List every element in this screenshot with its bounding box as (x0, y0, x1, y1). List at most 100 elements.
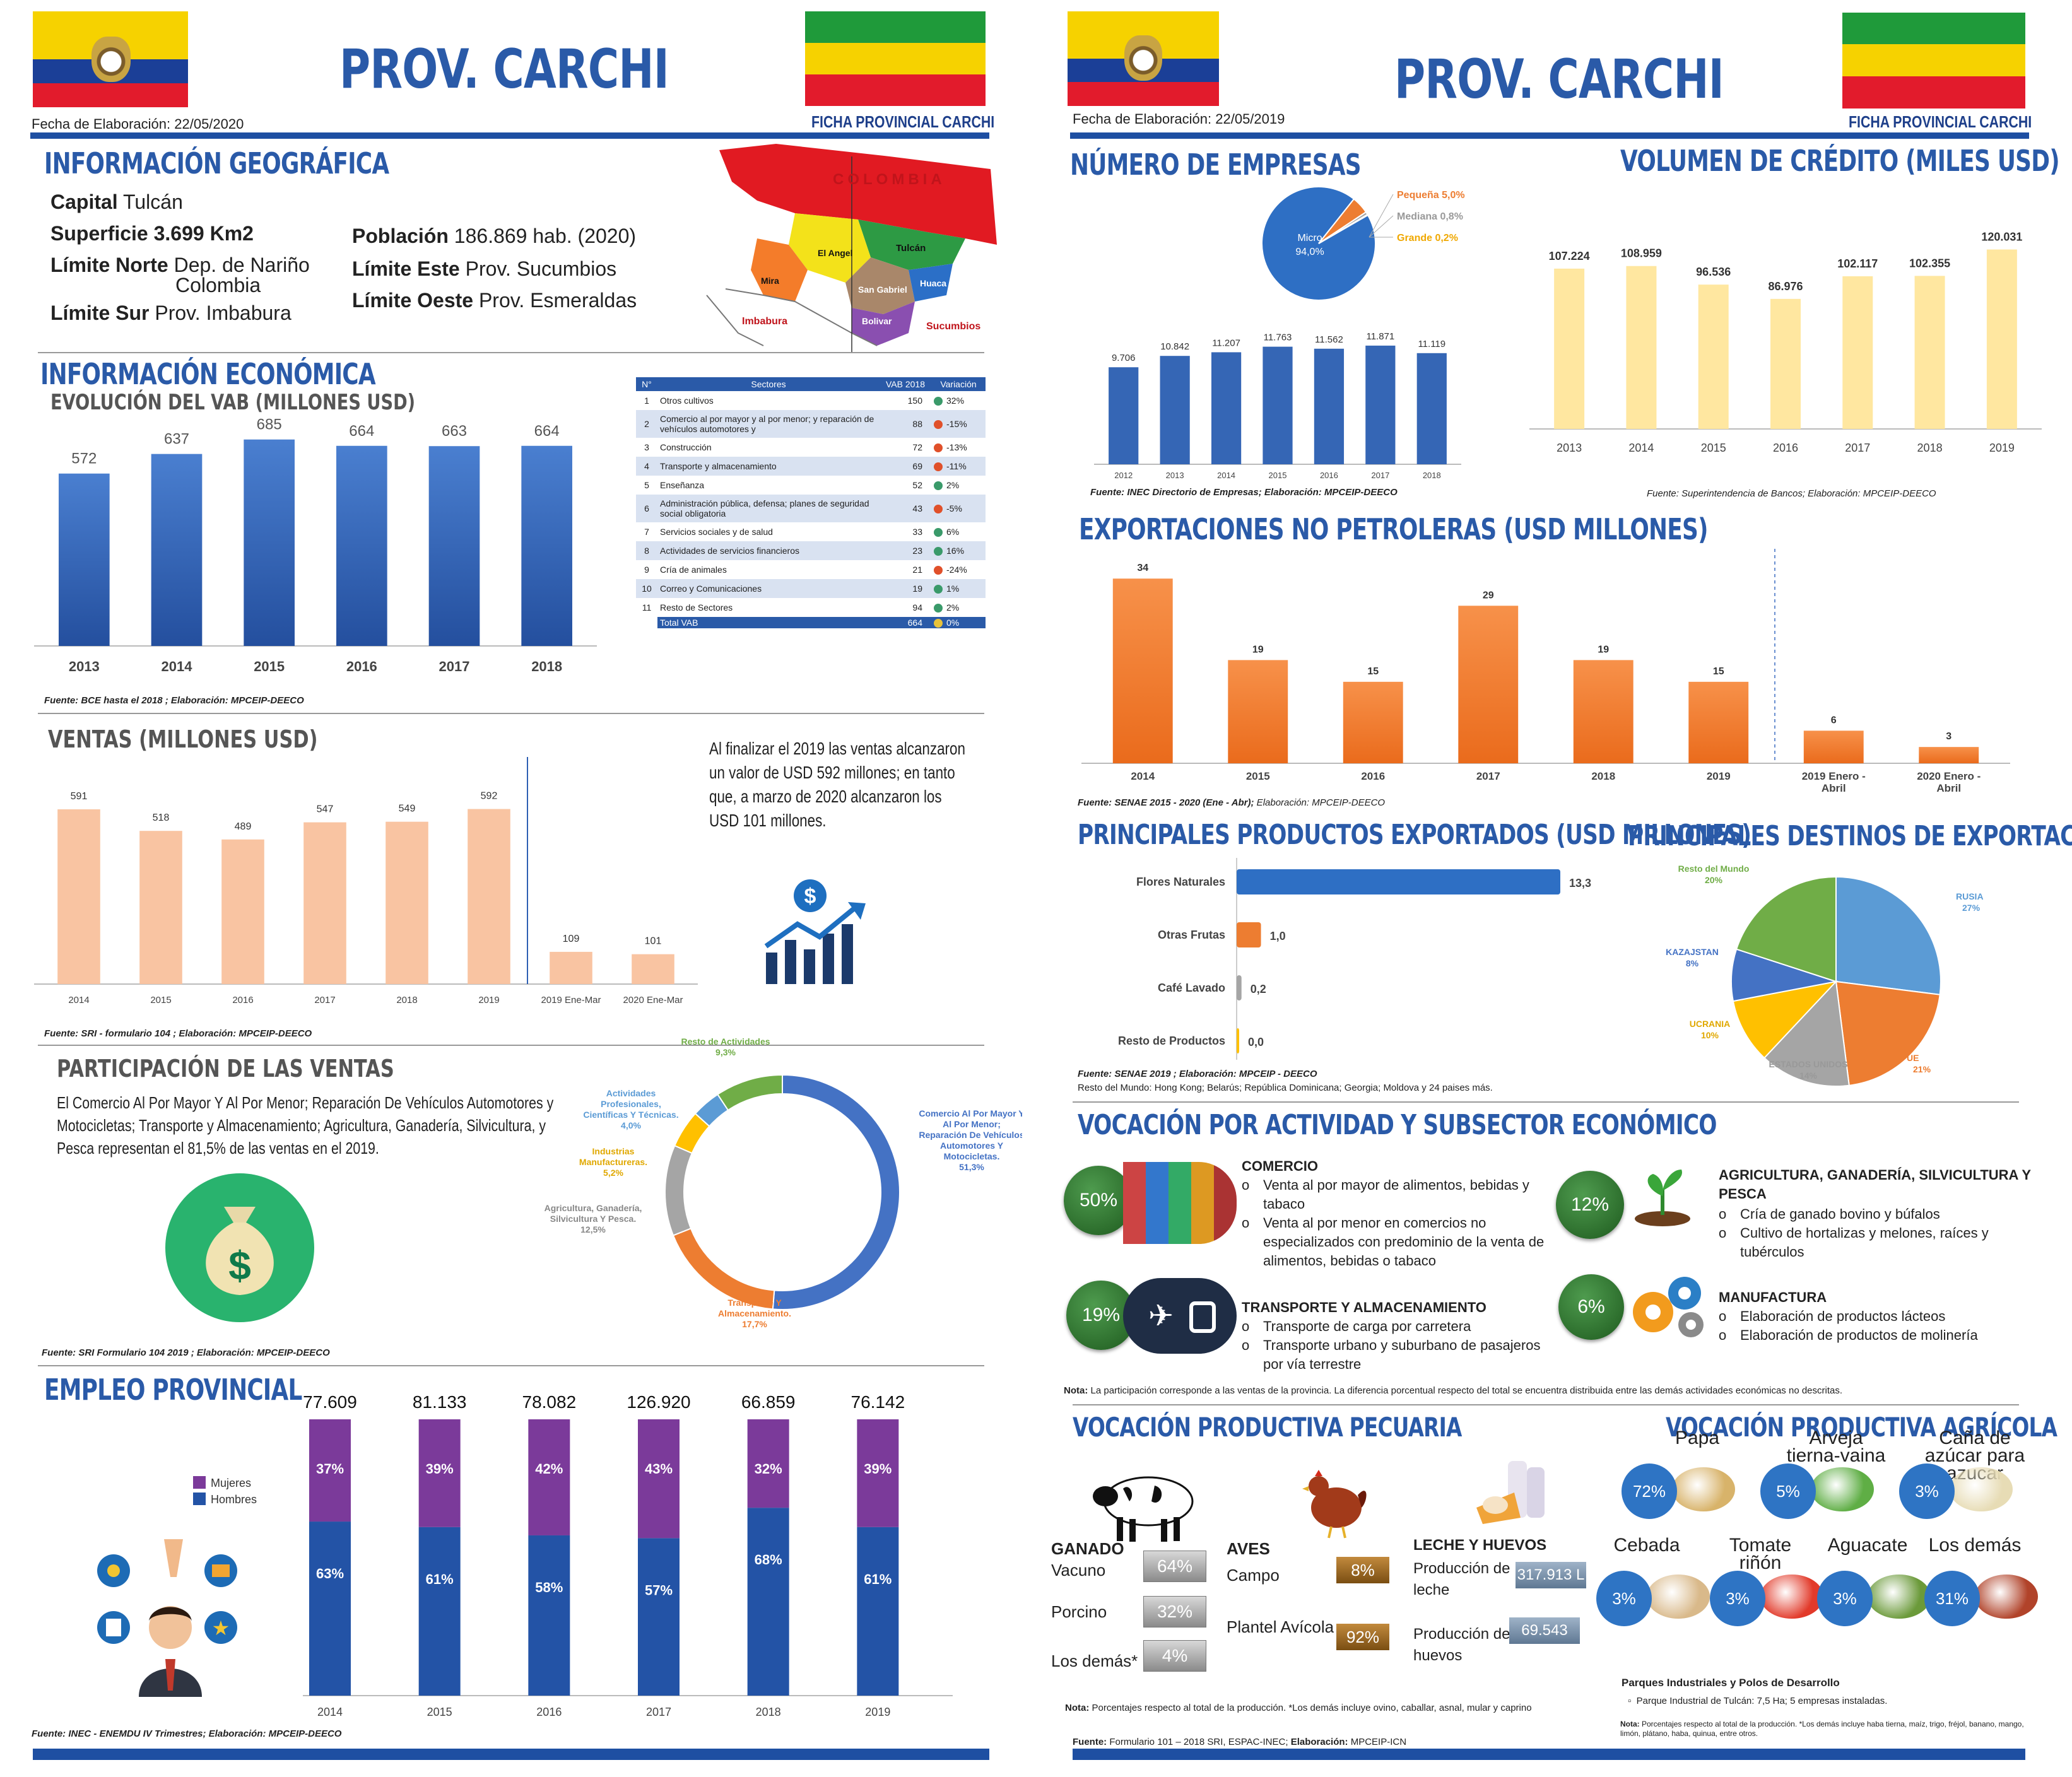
variation-dot-icon (934, 420, 943, 430)
pecuaria-campo: Campo (1227, 1566, 1280, 1585)
pie-label: Almacenamiento. (718, 1308, 791, 1318)
sector-var: 16% (931, 541, 986, 560)
crop-image-icon (1672, 1467, 1735, 1511)
carchi-map: COLOMBIA Tulcán El Angel Mira Huaca San … (706, 144, 997, 352)
pie-label: Profesionales, (601, 1099, 661, 1109)
x-tick-label: 2019 (1989, 442, 2015, 454)
bar (1237, 869, 1560, 894)
map-bolivar-region (852, 302, 915, 346)
eco-source: Fuente: BCE hasta el 2018 ; Elaboración:… (44, 695, 304, 706)
eco-title: INFORMACIÓN ECONÓMICA (40, 357, 376, 391)
pie-label: Pequeña 5,0% (1397, 190, 1465, 201)
pie-value-label: 4,0% (621, 1120, 641, 1130)
crop-image-icon (1975, 1575, 2038, 1619)
sector-row: 6 Administración pública, defensa; planes… (636, 495, 986, 522)
geo-oeste: Límite Oeste Prov. Esmeraldas (352, 289, 637, 312)
ecuador-flag-right (1068, 11, 1219, 106)
carchi-flag-left (805, 11, 986, 106)
bar-hombres (857, 1527, 899, 1696)
bar-value-label: 663 (442, 423, 467, 440)
x-tick-label: 2015 (427, 1706, 452, 1718)
sector-n: 2 (636, 410, 657, 438)
bar-value-label: 39% (426, 1461, 454, 1477)
bar-value-label: 664 (534, 423, 560, 440)
sector-th-var: Variación (931, 377, 986, 391)
pie-slice (1835, 876, 1941, 995)
bar-total-label: 66.859 (741, 1392, 796, 1412)
productos-resto: Resto del Mundo: Hong Kong; Belarús; Rep… (1078, 1082, 1493, 1093)
credito-source: Fuente: Superintendencia de Bancos; Elab… (1647, 488, 1936, 499)
sector-row: 3 Construcción 72 -13% (636, 438, 986, 457)
bar (1919, 747, 1979, 763)
productos-title: PRINCIPALES PRODUCTOS EXPORTADOS (USD MI… (1078, 819, 1751, 851)
sector-vab: 52 (912, 480, 922, 490)
right-title: PROV. CARCHI (1394, 48, 1724, 111)
vocacion-comercio-line-2: Venta al por menor en comercios no espec… (1242, 1214, 1557, 1270)
participacion-source: Fuente: SRI Formulario 104 2019 ; Elabor… (42, 1347, 330, 1358)
x-tick-label: 2014 (68, 995, 89, 1006)
variation-dot-icon (934, 481, 943, 491)
bar-value-label: 101 (645, 936, 662, 947)
right-header-bar (1070, 132, 2029, 139)
vocacion-transporte-list: Transporte de carga por carretera Transp… (1242, 1317, 1557, 1374)
bar (1228, 660, 1288, 763)
bar-value-label: 547 (317, 804, 334, 815)
pie-label: Resto del Mundo (1678, 864, 1750, 874)
map-colombia-region (719, 144, 997, 245)
sector-vab: 33 (912, 527, 922, 537)
bar-value-label: 11.562 (1315, 334, 1343, 345)
crop-pct-circle: 3% (1899, 1463, 1955, 1519)
pie-label: ESTADOS UNIDOS (1769, 1059, 1848, 1069)
sector-vab: 21 (912, 565, 922, 575)
sector-th-n: N° (636, 377, 657, 391)
bar-total-label: 77.609 (303, 1392, 357, 1412)
sector-n: 8 (636, 541, 657, 560)
vab-chart: 572 2013 637 2014 685 2015 664 2016 663 2017 664 20… (34, 416, 597, 674)
ventas-note: Al finalizar el 2019 las ventas alcanzar… (709, 739, 965, 830)
sector-total-vab: 664 (880, 617, 931, 629)
sector-name: Transporte y almacenamiento (657, 457, 880, 476)
variation-dot-icon (934, 547, 943, 556)
bar-value-label: 0,2 (1251, 983, 1266, 995)
svg-text:★: ★ (212, 1617, 230, 1639)
bar (1343, 681, 1403, 763)
bar (1458, 606, 1519, 763)
bar-value-label: 68% (755, 1552, 782, 1568)
empresas-source: Fuente: INEC Directorio de Empresas; Ela… (1090, 487, 1398, 498)
x-tick-label: 2014 (1628, 442, 1654, 454)
pie-value-label: 94,0% (1295, 247, 1324, 257)
bar-value-label: 572 (71, 450, 97, 467)
x-tick-label: 2013 (1557, 442, 1582, 454)
credito-title: VOLUMEN DE CRÉDITO (MILES USD) (1620, 144, 2060, 178)
right-ficha: FICHA PROVINCIAL CARCHI (1849, 112, 2032, 131)
ventas-chart: 591 2014 518 2015 489 2016 547 2017 549 2018 592 20… (34, 757, 698, 1006)
sector-n: 4 (636, 457, 657, 476)
bar-mujeres (747, 1419, 789, 1508)
pie-label: Al Por Menor; (943, 1119, 1001, 1129)
pie-label: Manufactureras. (579, 1157, 647, 1167)
ventas-divider (38, 1045, 984, 1046)
destinos-title: PRINCIPALES DESTINOS DE EXPORTACIÓN (1628, 820, 2072, 852)
bar-value-label: 63% (316, 1566, 344, 1581)
x-tick-label: 2016 (346, 659, 377, 674)
bar-value-label: 549 (399, 804, 416, 814)
vocacion-manufactura-line-1: Elaboración de productos lácteos (1719, 1307, 2040, 1326)
empresas-chart: 9.706 2012 10.842 2013 11.207 2014 11.763 2015 1… (1094, 331, 1461, 480)
sector-n: 7 (644, 527, 649, 537)
left-ficha: FICHA PROVINCIAL CARCHI (811, 112, 995, 131)
crop-image-icon (1868, 1575, 1931, 1619)
pecuaria-losdemas-value: 4% (1143, 1640, 1206, 1672)
pie-value-label: 51,3% (959, 1162, 984, 1172)
pie-value-label: 21% (1913, 1064, 1931, 1074)
bar (1986, 249, 2017, 429)
bar-value-label: 19 (1252, 644, 1264, 655)
sector-name: Actividades de servicios financieros (657, 541, 880, 560)
crop-label: Los demás (1928, 1535, 2022, 1556)
map-label-mira: Mira (761, 276, 779, 286)
gears-icon (1633, 1277, 1704, 1337)
geo-divider (38, 352, 984, 353)
pie-value-label: 20% (1705, 875, 1723, 885)
bar (1770, 298, 1801, 429)
vocacion-comercio-line-1: Venta al por mayor de alimentos, bebidas… (1242, 1176, 1557, 1214)
map-label-sucumbios: Sucumbios (926, 321, 980, 332)
